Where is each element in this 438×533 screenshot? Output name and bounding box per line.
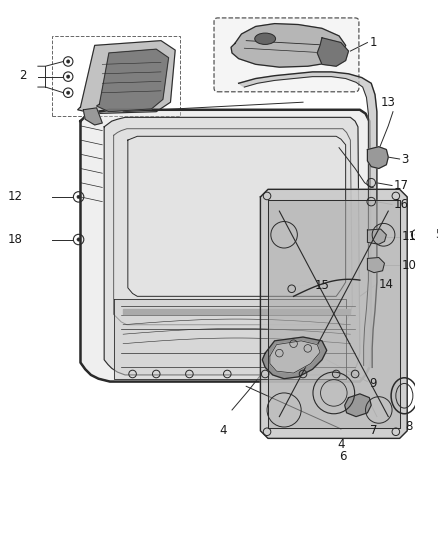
- Polygon shape: [367, 147, 388, 168]
- Polygon shape: [81, 110, 371, 382]
- FancyBboxPatch shape: [214, 18, 359, 92]
- Circle shape: [77, 195, 80, 199]
- Text: 18: 18: [7, 233, 22, 246]
- Text: 3: 3: [402, 152, 409, 166]
- Circle shape: [77, 238, 80, 241]
- Polygon shape: [270, 341, 320, 373]
- Text: 7: 7: [370, 424, 378, 437]
- Circle shape: [67, 75, 70, 78]
- Polygon shape: [104, 117, 360, 375]
- Polygon shape: [97, 49, 169, 112]
- Text: 1: 1: [369, 36, 377, 49]
- Text: 15: 15: [314, 279, 329, 293]
- Polygon shape: [123, 309, 350, 314]
- Text: 14: 14: [379, 278, 394, 290]
- Polygon shape: [268, 200, 399, 428]
- Polygon shape: [317, 38, 349, 66]
- Text: 11: 11: [402, 230, 417, 243]
- Text: 4: 4: [337, 438, 345, 451]
- Text: 4: 4: [220, 424, 227, 437]
- Text: 10: 10: [402, 259, 417, 272]
- Polygon shape: [128, 136, 346, 296]
- Polygon shape: [262, 337, 327, 379]
- Text: 6: 6: [339, 450, 347, 463]
- Polygon shape: [231, 23, 346, 67]
- Polygon shape: [261, 189, 407, 438]
- Polygon shape: [367, 257, 385, 273]
- Text: 13: 13: [381, 96, 396, 109]
- Polygon shape: [83, 108, 102, 125]
- Polygon shape: [367, 229, 386, 244]
- Polygon shape: [239, 72, 377, 367]
- Text: 16: 16: [394, 198, 409, 211]
- Text: 2: 2: [19, 69, 26, 82]
- Polygon shape: [78, 41, 175, 114]
- Circle shape: [415, 233, 418, 237]
- Text: 8: 8: [406, 421, 413, 433]
- Ellipse shape: [255, 33, 276, 44]
- Text: 12: 12: [7, 190, 23, 204]
- Polygon shape: [345, 394, 371, 417]
- Circle shape: [67, 60, 70, 63]
- Text: 9: 9: [369, 377, 377, 390]
- Polygon shape: [113, 299, 346, 379]
- Text: 17: 17: [394, 179, 409, 192]
- Text: 5: 5: [436, 228, 438, 241]
- Circle shape: [67, 91, 70, 94]
